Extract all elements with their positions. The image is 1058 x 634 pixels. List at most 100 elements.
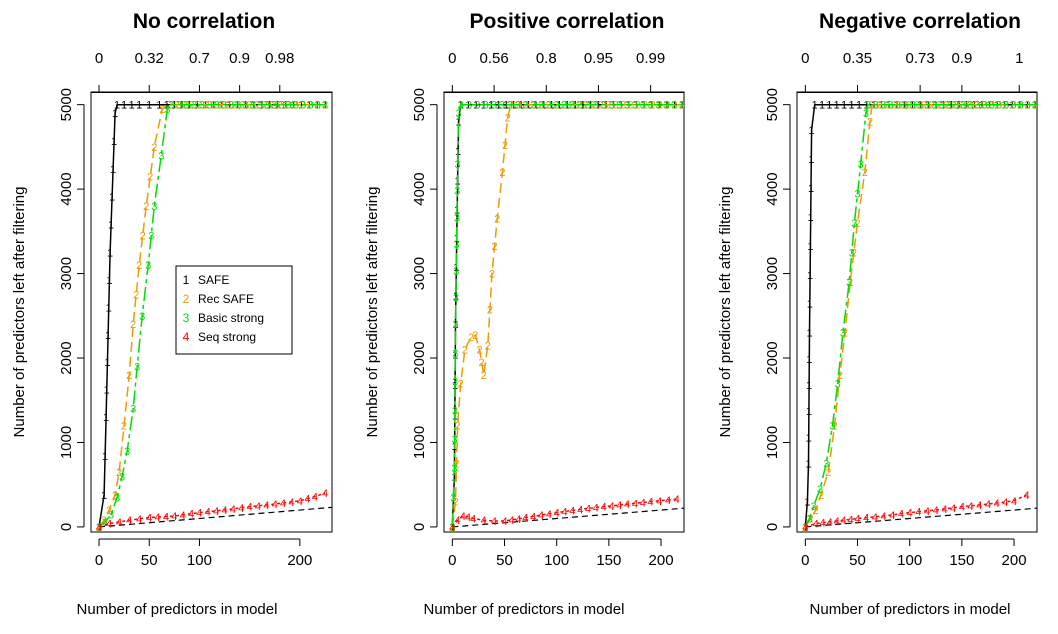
data-point-marker: 4 — [802, 522, 808, 534]
data-point-marker: 2 — [143, 201, 149, 213]
data-point-marker: 2 — [505, 112, 511, 124]
data-point-marker: 1 — [807, 299, 813, 311]
data-point-marker: 1 — [110, 164, 116, 176]
data-point-marker: 1 — [964, 100, 970, 112]
data-point-marker: 3 — [151, 201, 157, 213]
data-point-marker: 3 — [458, 100, 464, 112]
data-point-marker: 1 — [453, 262, 459, 274]
data-point-marker: 2 — [515, 100, 521, 112]
data-point-marker: 2 — [126, 370, 132, 382]
data-point-marker: 4 — [616, 500, 622, 512]
y-tick-label: 0 — [58, 523, 75, 531]
data-point-marker: 1 — [488, 100, 494, 112]
data-point-marker: 2 — [818, 490, 824, 502]
data-point-marker: 1 — [104, 357, 110, 369]
data-point-marker: 2 — [583, 100, 589, 112]
top-axis-tick-label: 0.35 — [843, 50, 872, 67]
data-point-marker: 3 — [158, 150, 164, 162]
data-point-marker: 1 — [595, 100, 601, 112]
data-point-marker: 3 — [278, 100, 284, 112]
data-point-marker: 1 — [298, 100, 304, 112]
legend-label: Seq strong — [198, 330, 256, 344]
top-axis-tick-label: 0.56 — [479, 50, 508, 67]
data-point-marker: 1 — [807, 270, 813, 282]
data-point-marker: 1 — [806, 432, 812, 444]
data-point-marker: 1 — [251, 100, 257, 112]
top-axis-tick-label: 0 — [801, 50, 809, 67]
data-point-marker: 1 — [564, 100, 570, 112]
x-tick-label: 0 — [95, 552, 103, 569]
data-point-marker: 1 — [618, 100, 624, 112]
data-point-marker: 2 — [825, 467, 831, 479]
data-point-marker: 2 — [487, 305, 493, 317]
data-point-marker: 1 — [809, 125, 815, 137]
data-point-marker: 3 — [199, 100, 205, 112]
data-point-marker: 2 — [314, 100, 320, 112]
data-point-marker: 4 — [180, 510, 186, 522]
data-point-marker: 3 — [257, 100, 263, 112]
data-point-marker: 1 — [871, 100, 877, 112]
data-point-marker: 2 — [642, 100, 648, 112]
data-point-marker: 1 — [164, 100, 170, 112]
data-point-marker: 2 — [869, 100, 875, 112]
data-point-marker: 1 — [290, 100, 296, 112]
series-line — [451, 498, 677, 528]
data-point-marker: 3 — [455, 159, 461, 171]
data-point-marker: 4 — [950, 503, 956, 515]
series-line — [805, 494, 1027, 528]
data-point-marker: 2 — [958, 100, 964, 112]
data-point-marker: 3 — [124, 446, 130, 458]
data-point-marker: 1 — [108, 220, 114, 232]
data-point-marker: 2 — [671, 100, 677, 112]
legend-label: Rec SAFE — [198, 292, 254, 306]
y-axis-label: Number of predictors left after filterin… — [364, 187, 381, 438]
data-point-marker: 3 — [846, 277, 852, 289]
data-point-marker: 1 — [805, 459, 811, 471]
top-axis-tick-label: 0.32 — [135, 50, 164, 67]
data-point-marker: 3 — [453, 293, 459, 305]
x-tick-label: 150 — [949, 552, 974, 569]
data-point-marker: 3 — [671, 100, 677, 112]
data-point-marker: 1 — [171, 100, 177, 112]
data-point-marker: 2 — [907, 100, 913, 112]
data-point-marker: 4 — [491, 516, 497, 528]
data-point-marker: 4 — [898, 509, 904, 521]
data-point-marker: 3 — [863, 108, 869, 120]
data-point-marker: 4 — [247, 502, 253, 514]
data-point-marker: 4 — [924, 506, 930, 518]
data-point-marker: 4 — [136, 514, 142, 526]
data-point-marker: 3 — [452, 405, 458, 417]
data-point-marker: 4 — [881, 511, 887, 523]
data-point-marker: 4 — [188, 509, 194, 521]
x-tick-label: 0 — [448, 552, 456, 569]
data-point-marker: 3 — [1018, 100, 1024, 112]
data-point-marker: 2 — [995, 100, 1001, 112]
data-point-marker: 2 — [862, 167, 868, 179]
data-point-marker: 1 — [275, 100, 281, 112]
top-axis-tick-label: 0.9 — [951, 50, 972, 67]
data-point-marker: 2 — [140, 231, 146, 243]
data-point-marker: 2 — [605, 100, 611, 112]
data-point-marker: 2 — [884, 100, 890, 112]
data-point-marker: 3 — [895, 100, 901, 112]
data-point-marker: 2 — [854, 218, 860, 230]
data-point-marker: 2 — [101, 515, 107, 527]
data-point-marker: 3 — [982, 100, 988, 112]
y-tick-label: 4000 — [411, 172, 428, 205]
data-point-marker: 2 — [837, 370, 843, 382]
data-point-marker: 3 — [228, 100, 234, 112]
data-point-marker: 4 — [848, 514, 854, 526]
data-point-marker: 1 — [518, 100, 524, 112]
data-point-marker: 4 — [561, 507, 567, 519]
data-point-marker: 3 — [648, 100, 654, 112]
data-point-marker: 3 — [235, 100, 241, 112]
data-point-marker: 3 — [456, 108, 462, 120]
data-point-marker: 4 — [820, 518, 826, 530]
data-point-marker: 1 — [802, 522, 808, 534]
data-point-marker: 1 — [948, 100, 954, 112]
data-point-marker: 1 — [994, 100, 1000, 112]
data-point-marker: 1 — [96, 522, 102, 534]
